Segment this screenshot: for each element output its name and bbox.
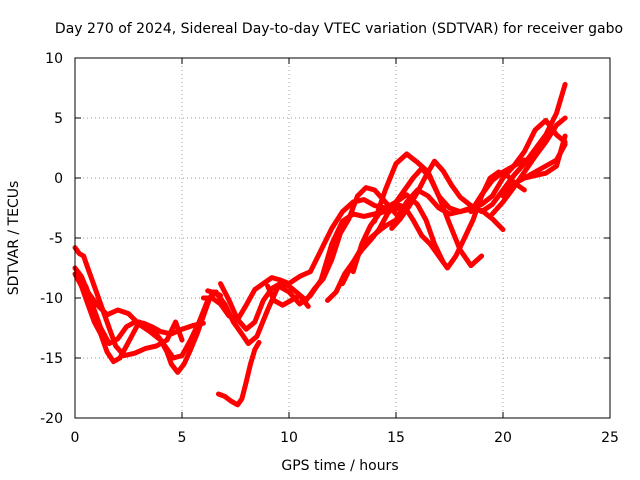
x-axis-label: GPS time / hours [281,458,398,474]
series-line-15 [468,117,568,215]
y-tick-label: -20 [40,411,63,427]
chart-title: Day 270 of 2024, Sidereal Day-to-day VTE… [55,21,623,37]
y-tick-label: 10 [45,51,63,67]
series-line-16 [489,115,568,217]
series-line-7 [218,185,403,332]
plot-area [72,81,568,408]
series-line-6 [205,204,410,347]
x-tick-label: 25 [601,430,619,446]
x-tick-label: 15 [387,430,405,446]
grid-lines [75,58,610,418]
series-line-12 [350,169,527,275]
y-tick-label: 5 [54,111,63,127]
axis-ticks: 0 5 10 15 20 25 -20 -15 -10 -5 0 5 10 [40,51,619,446]
x-tick-label: 5 [178,430,187,446]
series-line-4 [83,283,206,347]
y-tick-label: -15 [40,351,63,367]
series-line-14 [389,81,568,231]
x-tick-label: 10 [280,430,298,446]
y-tick-label: -10 [40,291,63,307]
series-line-18 [511,141,568,187]
series-line-9 [265,283,311,309]
y-tick-label: 0 [54,171,63,187]
y-axis-label: SDTVAR / TECUs [6,181,22,296]
series-line-8 [215,339,262,408]
y-tick-label: -5 [49,231,63,247]
x-tick-label: 0 [71,430,80,446]
x-tick-label: 20 [494,430,512,446]
series-line-3 [72,265,219,375]
